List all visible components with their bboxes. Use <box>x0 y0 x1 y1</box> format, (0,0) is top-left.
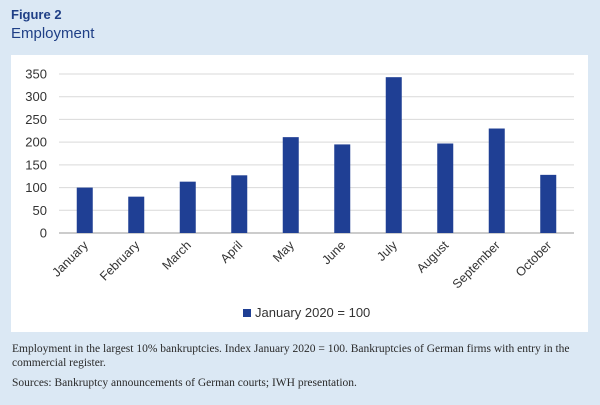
y-axis: 0 50 100 150 200 250 300 350 <box>25 67 47 241</box>
bar-september <box>488 128 505 233</box>
gridlines <box>59 73 574 234</box>
figure-caption: Employment in the largest 10% bankruptci… <box>12 343 570 369</box>
x-tick-label: October <box>513 238 554 279</box>
bar-april <box>231 175 248 233</box>
bar-may <box>282 137 299 233</box>
x-tick-label: March <box>159 238 193 272</box>
x-tick-label: June <box>319 238 348 267</box>
bar-january <box>76 187 93 233</box>
y-tick-label: 350 <box>25 67 47 82</box>
bar-august <box>437 143 454 233</box>
legend-swatch <box>243 309 251 317</box>
x-axis: January February March April May June July Augu… <box>50 238 555 292</box>
bar-chart: 0 50 100 150 200 250 300 350 January February Mar… <box>25 67 574 320</box>
bar-july <box>385 77 402 234</box>
x-tick-label: May <box>270 238 297 265</box>
y-tick-label: 200 <box>25 135 47 150</box>
x-tick-label: February <box>97 238 143 284</box>
figure-label: Figure 2 <box>11 7 62 22</box>
y-tick-label: 100 <box>25 180 47 195</box>
legend: January 2020 = 100 <box>243 305 370 320</box>
bar-june <box>334 144 351 233</box>
bars <box>76 77 557 234</box>
figure-sources: Sources: Bankruptcy announcements of Ger… <box>12 377 357 389</box>
legend-label: January 2020 = 100 <box>255 305 370 320</box>
y-tick-label: 50 <box>33 203 47 218</box>
y-tick-label: 0 <box>40 226 47 241</box>
x-tick-label: September <box>450 238 503 291</box>
y-tick-label: 250 <box>25 112 47 127</box>
x-tick-label: July <box>374 238 400 264</box>
x-tick-label: January <box>50 238 92 280</box>
bar-october <box>540 174 557 233</box>
figure-title: Employment <box>11 25 95 42</box>
bar-march <box>179 181 196 233</box>
bar-february <box>128 196 145 233</box>
chart-panel: 0 50 100 150 200 250 300 350 January February Mar… <box>11 55 588 332</box>
y-tick-label: 150 <box>25 157 47 172</box>
x-tick-label: April <box>218 238 246 266</box>
x-tick-label: August <box>414 238 452 276</box>
y-tick-label: 300 <box>25 89 47 104</box>
